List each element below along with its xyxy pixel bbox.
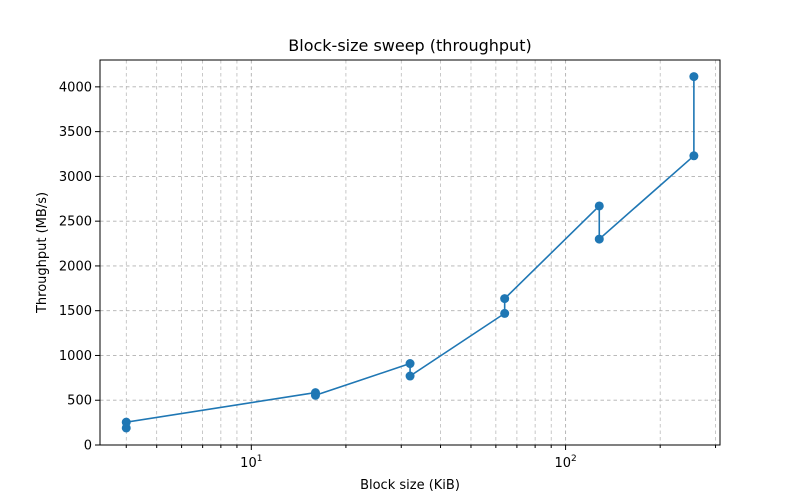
ticks: 0 500 1000 1500 2000 2500 3000 3500 4000 101 102 — [59, 80, 717, 471]
plot-frame — [99, 59, 721, 446]
y-tick-label: 3000 — [59, 170, 92, 185]
y-tick-label: 2500 — [59, 215, 92, 230]
data-point — [121, 417, 131, 427]
y-tick-label: 1000 — [59, 349, 92, 364]
chart-title: Block-size sweep (throughput) — [288, 36, 531, 55]
y-tick-label: 1500 — [59, 304, 92, 319]
data-point — [594, 234, 604, 244]
data-point — [500, 294, 510, 304]
y-axis-label: Throughput (MB/s) — [35, 192, 50, 314]
data-point — [405, 359, 415, 369]
data-point — [500, 308, 510, 318]
data-point — [405, 371, 415, 381]
x-tick-label: 101 — [240, 454, 262, 471]
y-tick-label: 2000 — [59, 259, 92, 274]
data-point — [310, 390, 320, 400]
data-point — [689, 151, 699, 161]
y-tick-label: 0 — [84, 439, 92, 454]
series-line — [125, 76, 695, 428]
y-tick-label: 4000 — [59, 80, 92, 95]
x-tick-label: 102 — [554, 454, 576, 471]
series-layer — [121, 72, 699, 433]
y-tick-label: 3500 — [59, 125, 92, 140]
data-point — [689, 72, 699, 82]
x-axis-label: Block size (KiB) — [360, 478, 460, 493]
data-point — [594, 201, 604, 211]
y-tick-label: 500 — [67, 394, 92, 409]
